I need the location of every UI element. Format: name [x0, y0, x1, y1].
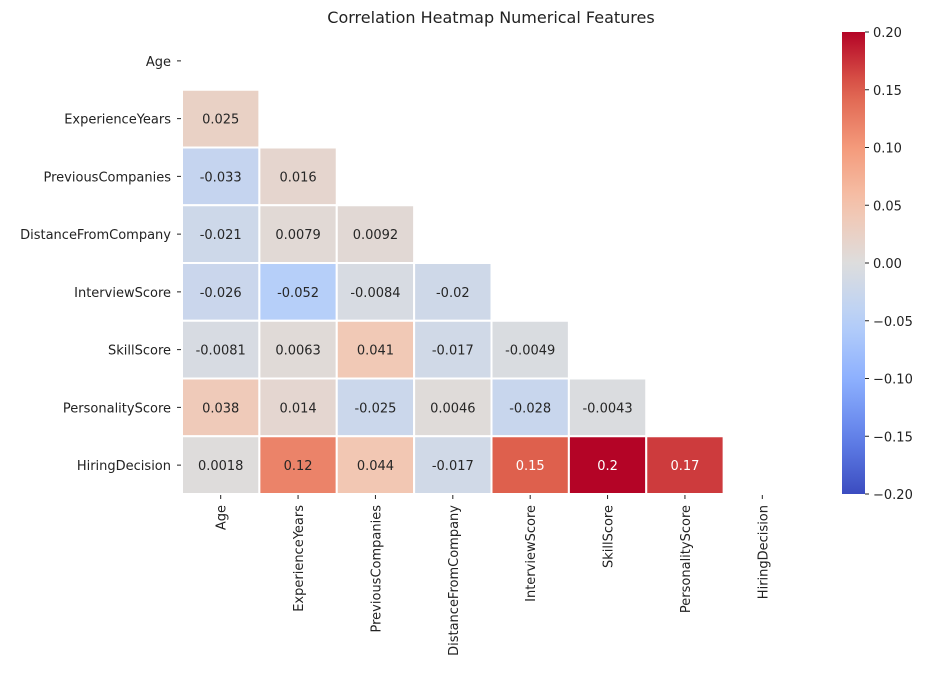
heatmap-cell	[413, 435, 493, 495]
heatmap-cell	[413, 262, 493, 322]
cell-value-label: -0.0084	[350, 286, 400, 301]
x-tick-label: DistanceFromCompany	[447, 505, 462, 656]
cell-value-label: 0.12	[284, 459, 313, 474]
cell-value-label: 0.0092	[353, 228, 399, 243]
colorbar-tick-label: 0.20	[873, 26, 902, 41]
heatmap-cell	[258, 319, 338, 380]
cell-value-label: -0.0049	[505, 344, 555, 359]
y-axis-tick-labels: Age ExperienceYears PreviousCompanies Dista…	[20, 55, 181, 474]
colorbar-tick-label: 0.10	[873, 142, 902, 157]
x-tick-label: SkillScore	[602, 505, 617, 568]
y-tick-label: Age	[146, 55, 171, 70]
y-tick-label: HiringDecision	[77, 459, 171, 474]
cell-value-label: -0.052	[277, 286, 319, 301]
cell-value-label: -0.026	[200, 286, 242, 301]
heatmap-cell	[181, 146, 261, 207]
y-tick-label: InterviewScore	[74, 286, 171, 301]
cell-value-label: 0.038	[202, 401, 239, 416]
x-tick-label: PersonalityScore	[679, 505, 694, 613]
cell-value-label: 0.2	[597, 459, 618, 474]
colorbar-gradient	[842, 32, 865, 494]
x-tick-label: HiringDecision	[756, 505, 771, 599]
colorbar-tick-label: −0.05	[873, 315, 913, 330]
cell-value-label: -0.0043	[582, 401, 632, 416]
colorbar-tick-label: 0.05	[873, 199, 902, 214]
colorbar-tick-label: 0.15	[873, 84, 902, 99]
cell-value-label: 0.0079	[275, 228, 321, 243]
chart-title: Correlation Heatmap Numerical Features	[327, 8, 654, 27]
heatmap-cell	[413, 377, 493, 438]
x-axis-tick-labels: Age ExperienceYears PreviousCompanies Dista…	[215, 495, 771, 656]
cell-value-label: 0.044	[357, 459, 394, 474]
colorbar-tick-label: −0.10	[873, 373, 913, 388]
x-tick-label: ExperienceYears	[292, 505, 307, 612]
cell-value-label: -0.0081	[196, 344, 246, 359]
heatmap-cell	[490, 377, 570, 438]
cell-value-label: -0.017	[432, 459, 474, 474]
heatmap-cell	[258, 262, 338, 322]
cell-value-label: 0.0046	[430, 401, 476, 416]
heatmap-cell	[567, 435, 648, 495]
cell-value-label: -0.033	[200, 170, 242, 185]
x-tick-label: PreviousCompanies	[369, 505, 384, 633]
cell-value-label: 0.041	[357, 344, 394, 359]
cell-value-label: -0.028	[509, 401, 551, 416]
y-tick-label: ExperienceYears	[64, 113, 171, 128]
colorbar-tick-label: 0.00	[873, 257, 902, 272]
cell-value-label: 0.0063	[275, 344, 321, 359]
y-tick-label: DistanceFromCompany	[20, 228, 171, 243]
cell-value-label: -0.02	[436, 286, 470, 301]
cell-value-label: -0.017	[432, 344, 474, 359]
heatmap-cell	[181, 435, 261, 495]
cell-value-label: -0.021	[200, 228, 242, 243]
colorbar-tick-label: −0.15	[873, 430, 913, 445]
heatmap-cell	[645, 435, 725, 495]
y-tick-label: PersonalityScore	[63, 401, 171, 416]
cell-value-label: 0.016	[279, 170, 316, 185]
colorbar-tick-label: −0.20	[873, 488, 913, 503]
y-tick-label: PreviousCompanies	[44, 170, 172, 185]
heatmap-cell	[181, 377, 261, 438]
cell-value-label: 0.15	[516, 459, 545, 474]
colorbar: 0.20 0.15 0.10 0.05 0.00 −0.05 −0.10 −0.15 −0.20	[842, 26, 913, 503]
heatmap-cell	[413, 319, 493, 380]
heatmap-cells: 0.025 -0.033 0.016 -0.021 0.0079 0.0092 -0.026…	[181, 88, 725, 495]
cell-value-label: 0.025	[202, 113, 239, 128]
heatmap-cell	[567, 377, 648, 438]
heatmap-cell	[258, 377, 338, 438]
y-tick-label: SkillScore	[108, 344, 171, 359]
cell-value-label: -0.025	[354, 401, 396, 416]
cell-value-label: 0.014	[279, 401, 316, 416]
x-tick-label: Age	[215, 505, 230, 530]
heatmap-cell	[258, 435, 338, 495]
x-tick-label: InterviewScore	[524, 505, 539, 602]
cell-value-label: 0.0018	[198, 459, 244, 474]
heatmap-cell	[335, 204, 416, 264]
heatmap-cell	[181, 88, 261, 149]
cell-value-label: 0.17	[670, 459, 699, 474]
